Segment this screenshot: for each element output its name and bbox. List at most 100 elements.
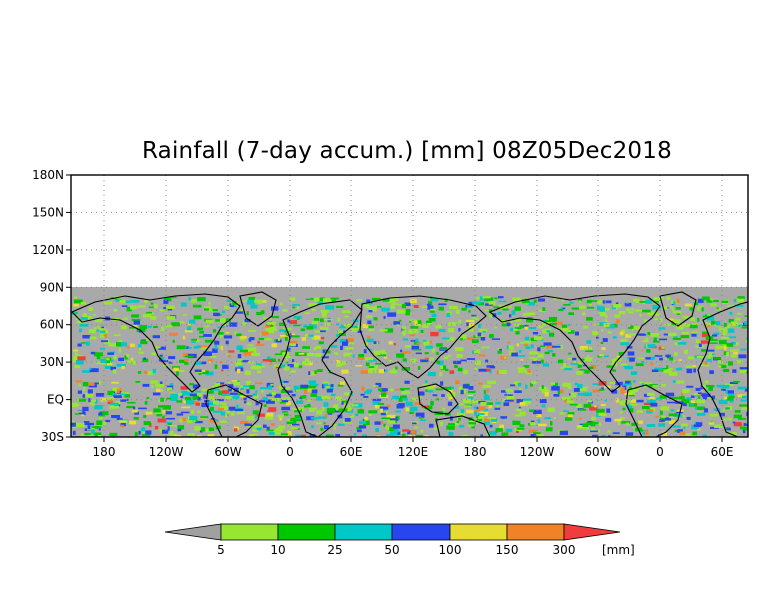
rain-cell bbox=[337, 330, 344, 334]
rain-cell bbox=[517, 382, 522, 387]
rain-cell bbox=[519, 325, 525, 328]
rain-cell bbox=[739, 368, 748, 374]
rain-cell bbox=[513, 381, 520, 386]
rain-cell bbox=[384, 356, 388, 359]
rain-cell bbox=[255, 413, 265, 417]
rain-cell bbox=[634, 309, 643, 312]
rain-cell bbox=[597, 422, 602, 426]
rain-cell bbox=[672, 425, 681, 428]
lon-label: 120W bbox=[520, 445, 555, 459]
rain-cell bbox=[142, 358, 149, 363]
rain-cell bbox=[467, 394, 474, 397]
rain-cell bbox=[321, 336, 325, 340]
rain-cell bbox=[318, 301, 323, 305]
rain-cell bbox=[338, 360, 346, 365]
rain-cell bbox=[212, 309, 218, 312]
rain-cell bbox=[226, 299, 235, 303]
rain-cell bbox=[498, 370, 507, 374]
rain-cell bbox=[524, 340, 531, 344]
rain-cell bbox=[455, 380, 460, 385]
rain-cell bbox=[309, 407, 315, 412]
rain-cell bbox=[694, 407, 697, 410]
rain-cell bbox=[379, 408, 383, 413]
rain-cell bbox=[201, 427, 206, 432]
rain-cell bbox=[255, 390, 258, 393]
rain-cell bbox=[668, 332, 677, 337]
rain-cell bbox=[218, 332, 224, 335]
rain-cell bbox=[732, 421, 736, 424]
rain-cell bbox=[377, 403, 385, 405]
rain-cell bbox=[695, 339, 700, 344]
rain-cell bbox=[235, 311, 244, 314]
rain-cell bbox=[129, 420, 137, 425]
rain-cell bbox=[723, 346, 727, 351]
rain-cell bbox=[168, 356, 176, 360]
rain-cell bbox=[191, 338, 197, 341]
rain-cell bbox=[263, 424, 267, 428]
rain-cell bbox=[678, 359, 682, 361]
rain-cell bbox=[236, 368, 241, 374]
rain-cell bbox=[559, 389, 564, 393]
rain-cell bbox=[265, 326, 274, 331]
rain-cell bbox=[193, 346, 199, 349]
rain-cell bbox=[395, 366, 398, 370]
rain-cell bbox=[156, 388, 161, 393]
rain-cell bbox=[418, 417, 424, 419]
rain-cell bbox=[180, 302, 187, 307]
rain-cell bbox=[662, 431, 667, 436]
rain-cell bbox=[504, 394, 508, 396]
rain-cell bbox=[424, 352, 429, 355]
rain-cell bbox=[364, 357, 373, 361]
rain-cell bbox=[73, 404, 81, 406]
rain-cell bbox=[378, 369, 384, 374]
rain-cell bbox=[104, 301, 113, 305]
rain-cell bbox=[639, 301, 647, 303]
rain-cell bbox=[530, 420, 535, 423]
rain-cell bbox=[388, 426, 397, 431]
rain-cell bbox=[612, 336, 617, 339]
rain-cell bbox=[542, 307, 546, 311]
rain-cell bbox=[551, 386, 560, 391]
rain-cell bbox=[639, 313, 642, 317]
rain-cell bbox=[374, 421, 381, 425]
colorbar-label: 50 bbox=[384, 543, 399, 557]
rain-cell bbox=[184, 362, 189, 365]
rain-cell bbox=[695, 387, 701, 391]
rain-cell bbox=[357, 330, 363, 333]
rain-cell bbox=[426, 323, 433, 325]
rain-cell bbox=[645, 384, 652, 387]
rain-cell bbox=[146, 311, 153, 314]
rain-cell bbox=[599, 313, 607, 317]
rain-cell bbox=[641, 349, 644, 352]
rain-cell bbox=[144, 401, 148, 405]
rain-cell bbox=[356, 429, 362, 433]
rain-cell bbox=[197, 435, 202, 437]
rain-cell bbox=[545, 328, 552, 332]
rain-cell bbox=[726, 328, 734, 331]
rain-cell bbox=[586, 306, 595, 309]
rain-cell bbox=[286, 361, 289, 364]
rain-cell bbox=[219, 402, 227, 405]
rain-cell bbox=[428, 390, 434, 393]
rain-cell bbox=[104, 341, 111, 344]
rain-cell bbox=[144, 299, 148, 304]
rain-cell bbox=[718, 360, 723, 364]
rain-cell bbox=[563, 366, 572, 369]
rain-cell bbox=[158, 405, 165, 408]
rain-cell bbox=[601, 434, 606, 437]
rain-cell bbox=[100, 347, 105, 350]
rain-cell bbox=[661, 415, 666, 418]
rain-cell bbox=[522, 400, 531, 405]
rain-cell bbox=[646, 392, 655, 397]
rain-cell bbox=[220, 411, 225, 416]
rain-cell bbox=[476, 418, 483, 421]
rain-cell bbox=[604, 355, 609, 358]
rain-cell bbox=[582, 364, 587, 367]
rain-cell bbox=[408, 433, 417, 437]
rain-cell bbox=[205, 339, 213, 343]
rain-cell bbox=[602, 338, 608, 342]
rain-cell bbox=[553, 394, 560, 397]
rain-cell bbox=[393, 343, 396, 346]
rain-cell bbox=[279, 417, 282, 421]
rain-cell bbox=[629, 357, 635, 362]
